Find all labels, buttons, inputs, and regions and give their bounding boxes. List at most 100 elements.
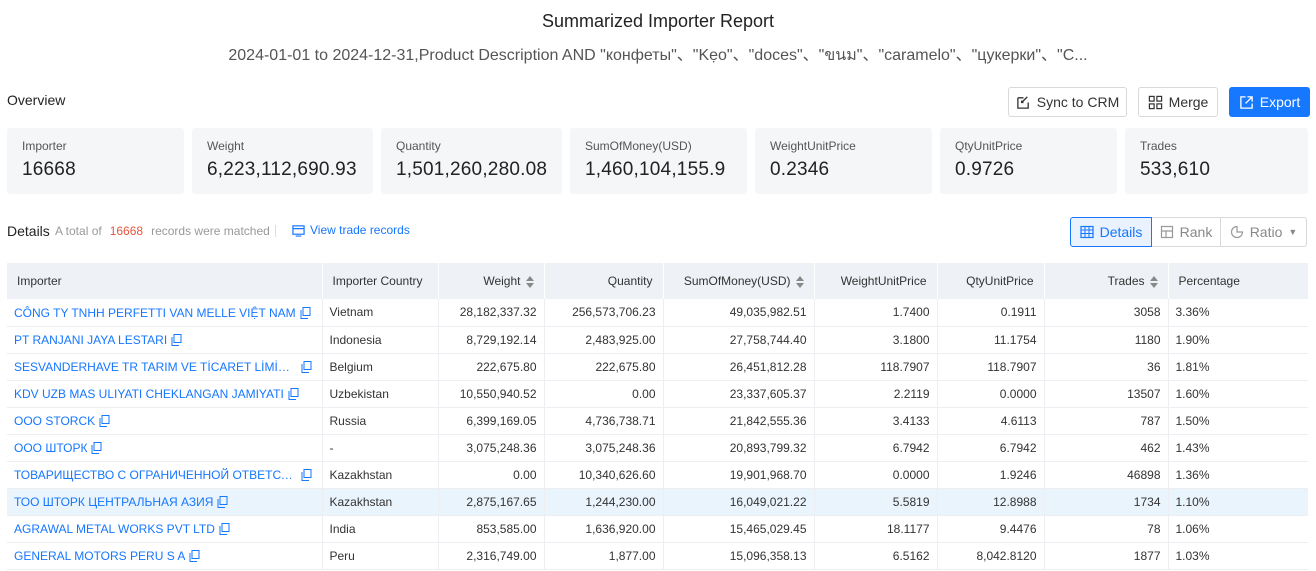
percentage-cell: 1.36%	[1168, 461, 1308, 489]
importer-name-link[interactable]: PT RANJANI JAYA LESTARI	[14, 332, 168, 347]
table-row: ТОО ШТОРК ЦЕНТРАЛЬНАЯ АЗИЯ Kazakhstan 2,87…	[7, 488, 1308, 516]
trades-cell: 1877	[1044, 542, 1169, 570]
importer-name-link[interactable]: AGRAWAL METAL WORKS PVT LTD	[14, 521, 215, 536]
percentage-cell: 1.81%	[1168, 353, 1308, 381]
quantity-cell: 256,573,706.23	[544, 299, 664, 327]
weight-cell: 2,316,749.00	[438, 542, 545, 570]
table-row: AGRAWAL METAL WORKS PVT LTD India 853,585.…	[7, 515, 1308, 543]
sum-of-money-cell: 15,465,029.45	[663, 515, 815, 543]
sum-of-money-cell: 19,901,968.70	[663, 461, 815, 489]
table-row: KDV UZB MAS ULIYATI CHEKLANGAN JAMIYATI U…	[7, 380, 1308, 408]
copy-icon[interactable]	[189, 549, 200, 562]
country-cell: Peru	[322, 542, 439, 570]
stat-label: QtyUnitPrice	[955, 139, 1023, 153]
stat-label: Quantity	[396, 139, 441, 153]
sum-of-money-cell: 21,842,555.36	[663, 407, 815, 435]
report-title: Summarized Importer Report	[541, 11, 775, 31]
export-label: Export	[1259, 94, 1301, 110]
importer-cell: PT RANJANI JAYA LESTARI	[7, 326, 323, 354]
tab-details[interactable]: Details	[1070, 217, 1152, 247]
percentage-cell: 1.43%	[1168, 434, 1308, 462]
copy-icon[interactable]	[300, 306, 311, 319]
copy-icon[interactable]	[171, 333, 182, 346]
weight-cell: 6,399,169.05	[438, 407, 545, 435]
stat-value: 0.2346	[770, 159, 830, 180]
stat-card-weight: Weight 6,223,112,690.93	[192, 128, 373, 194]
merge-button[interactable]: Merge	[1138, 87, 1218, 117]
table-row: OOO STORCK Russia 6,399,169.05 4,736,738.71…	[7, 407, 1308, 435]
importer-cell: SESVANDERHAVE TR TARIM VE TİCARET LİMİTE…	[7, 353, 323, 381]
copy-icon[interactable]	[301, 360, 312, 373]
weight-unit-price-cell: 0.0000	[814, 461, 938, 489]
stat-card-trades: Trades 533,610	[1125, 128, 1308, 194]
sync-to-crm-label: Sync to CRM	[1036, 94, 1120, 110]
country-cell: Russia	[322, 407, 439, 435]
trades-cell: 1734	[1044, 488, 1169, 516]
copy-icon[interactable]	[219, 522, 230, 535]
stat-value: 1,460,104,155.9	[585, 159, 726, 180]
weight-unit-price-cell: 118.7907	[814, 353, 938, 381]
qty-unit-price-cell: 9.4476	[937, 515, 1045, 543]
weight-cell: 28,182,337.32	[438, 299, 545, 327]
stat-value: 533,610	[1140, 159, 1211, 180]
stat-label: Weight	[207, 139, 245, 153]
qty-unit-price-cell: 12.8988	[937, 488, 1045, 516]
sync-to-crm-button[interactable]: Sync to CRM	[1008, 87, 1127, 117]
table-row: PT RANJANI JAYA LESTARI Indonesia 8,729,19…	[7, 326, 1308, 354]
tab-details-label: Details	[1099, 224, 1143, 240]
weight-cell: 2,875,167.65	[438, 488, 545, 516]
stat-card-weight-unit-price: WeightUnitPrice 0.2346	[755, 128, 932, 194]
copy-icon[interactable]	[91, 441, 102, 454]
column-header-qty-unit-price: QtyUnitPrice	[937, 263, 1045, 299]
view-trade-records-link[interactable]: View trade records	[292, 223, 410, 237]
copy-icon[interactable]	[99, 414, 110, 427]
tab-rank[interactable]: Rank	[1151, 217, 1221, 247]
qty-unit-price-cell: 0.0000	[937, 380, 1045, 408]
weight-cell: 3,075,248.36	[438, 434, 545, 462]
importer-name-link[interactable]: ТОВАРИЩЕСТВО С ОГРАНИЧЕННОЙ ОТВЕТСТВЕННО…	[14, 467, 297, 482]
importer-name-link[interactable]: CÔNG TY TNHH PERFETTI VAN MELLE VIỆT NAM	[14, 305, 296, 320]
importer-name-link[interactable]: GENERAL MOTORS PERU S A	[14, 548, 186, 563]
weight-unit-price-cell: 3.4133	[814, 407, 938, 435]
report-subtitle: 2024-01-01 to 2024-12-31,Product Descrip…	[228, 47, 1088, 64]
qty-unit-price-cell: 6.7942	[937, 434, 1045, 462]
country-cell: Vietnam	[322, 299, 439, 327]
column-header-trades-label: Trades	[1107, 274, 1145, 288]
sort-icon	[1149, 275, 1158, 288]
importer-name-link[interactable]: KDV UZB MAS ULIYATI CHEKLANGAN JAMIYATI	[14, 386, 284, 401]
overview-heading: Overview	[7, 92, 66, 108]
weight-unit-price-cell: 6.7942	[814, 434, 938, 462]
importer-name-link[interactable]: SESVANDERHAVE TR TARIM VE TİCARET LİMİTE…	[14, 359, 297, 374]
weight-unit-price-cell: 6.5162	[814, 542, 938, 570]
importer-name-link[interactable]: ТОО ШТОРК ЦЕНТРАЛЬНАЯ АЗИЯ	[14, 494, 214, 509]
sum-of-money-cell: 23,337,605.37	[663, 380, 815, 408]
copy-icon[interactable]	[217, 495, 228, 508]
export-button[interactable]: Export	[1229, 87, 1310, 117]
weight-unit-price-cell: 3.1800	[814, 326, 938, 354]
copy-icon[interactable]	[301, 468, 312, 481]
column-header-quantity: Quantity	[544, 263, 664, 299]
column-header-sum-of-money[interactable]: SumOfMoney(USD)	[663, 263, 815, 299]
qty-unit-price-cell: 1.9246	[937, 461, 1045, 489]
weight-cell: 8,729,192.14	[438, 326, 545, 354]
tab-ratio[interactable]: Ratio ▼	[1220, 217, 1307, 247]
country-cell: India	[322, 515, 439, 543]
quantity-cell: 4,736,738.71	[544, 407, 664, 435]
importer-name-link[interactable]: ООО ШТОРК	[14, 440, 88, 455]
stat-card-qty-unit-price: QtyUnitPrice 0.9726	[940, 128, 1117, 194]
percentage-cell: 1.03%	[1168, 542, 1308, 570]
column-header-trades[interactable]: Trades	[1044, 263, 1169, 299]
column-header-weight[interactable]: Weight	[438, 263, 545, 299]
column-header-weight-label: Weight	[483, 274, 521, 288]
sum-of-money-cell: 16,049,021.22	[663, 488, 815, 516]
caret-down-icon: ▼	[1288, 227, 1298, 237]
country-cell: Uzbekistan	[322, 380, 439, 408]
sum-of-money-cell: 26,451,812.28	[663, 353, 815, 381]
stat-card-quantity: Quantity 1,501,260,280.08	[381, 128, 562, 194]
copy-icon[interactable]	[288, 387, 299, 400]
total-suffix: records were matched	[151, 224, 270, 238]
country-cell: Indonesia	[322, 326, 439, 354]
importer-name-link[interactable]: OOO STORCK	[14, 413, 96, 428]
stat-value: 6,223,112,690.93	[207, 159, 357, 180]
quantity-cell: 1,636,920.00	[544, 515, 664, 543]
